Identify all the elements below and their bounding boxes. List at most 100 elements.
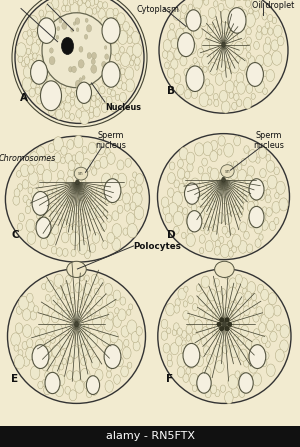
Circle shape bbox=[50, 101, 55, 107]
Circle shape bbox=[39, 329, 46, 339]
Circle shape bbox=[242, 42, 247, 49]
Circle shape bbox=[16, 306, 22, 314]
Circle shape bbox=[110, 42, 119, 55]
Circle shape bbox=[262, 207, 267, 214]
Circle shape bbox=[51, 312, 59, 323]
Text: alamy - RN5FTX: alamy - RN5FTX bbox=[106, 431, 194, 441]
Circle shape bbox=[182, 232, 186, 239]
Circle shape bbox=[73, 224, 79, 232]
Circle shape bbox=[266, 207, 272, 216]
Circle shape bbox=[74, 94, 84, 109]
Circle shape bbox=[130, 60, 134, 66]
Circle shape bbox=[227, 340, 232, 346]
Circle shape bbox=[204, 227, 209, 234]
Circle shape bbox=[183, 207, 188, 215]
Circle shape bbox=[268, 293, 277, 305]
Circle shape bbox=[65, 275, 71, 284]
Circle shape bbox=[66, 177, 74, 187]
Circle shape bbox=[248, 215, 256, 228]
Circle shape bbox=[242, 10, 247, 18]
Circle shape bbox=[100, 156, 108, 168]
Circle shape bbox=[112, 173, 118, 181]
Circle shape bbox=[163, 343, 170, 353]
Circle shape bbox=[245, 66, 252, 77]
Circle shape bbox=[200, 248, 204, 254]
Circle shape bbox=[212, 20, 218, 28]
Circle shape bbox=[51, 36, 54, 40]
Circle shape bbox=[207, 303, 212, 311]
Circle shape bbox=[65, 86, 71, 94]
Circle shape bbox=[237, 186, 243, 194]
Circle shape bbox=[264, 352, 269, 359]
Circle shape bbox=[16, 171, 21, 177]
Circle shape bbox=[79, 290, 85, 299]
Circle shape bbox=[181, 4, 187, 13]
Circle shape bbox=[191, 204, 197, 211]
Circle shape bbox=[277, 36, 284, 46]
Circle shape bbox=[82, 0, 87, 3]
Circle shape bbox=[87, 93, 92, 101]
Circle shape bbox=[85, 275, 89, 282]
Circle shape bbox=[61, 146, 67, 155]
Circle shape bbox=[83, 202, 92, 214]
Circle shape bbox=[187, 80, 195, 93]
Circle shape bbox=[11, 333, 20, 346]
Circle shape bbox=[246, 37, 251, 45]
Circle shape bbox=[39, 10, 44, 17]
Circle shape bbox=[238, 211, 243, 217]
Circle shape bbox=[127, 27, 133, 36]
Ellipse shape bbox=[74, 167, 88, 180]
Circle shape bbox=[95, 205, 104, 217]
Circle shape bbox=[270, 331, 277, 342]
Circle shape bbox=[101, 223, 106, 231]
Circle shape bbox=[87, 53, 92, 59]
Circle shape bbox=[188, 316, 195, 325]
Circle shape bbox=[171, 59, 178, 69]
Circle shape bbox=[257, 284, 264, 293]
Circle shape bbox=[193, 26, 203, 39]
Circle shape bbox=[233, 9, 238, 16]
Circle shape bbox=[201, 173, 209, 185]
Circle shape bbox=[272, 17, 277, 24]
Circle shape bbox=[28, 187, 33, 194]
Circle shape bbox=[119, 93, 127, 102]
Circle shape bbox=[104, 179, 121, 202]
Circle shape bbox=[42, 305, 49, 315]
Circle shape bbox=[251, 93, 255, 99]
Circle shape bbox=[116, 64, 121, 71]
Circle shape bbox=[74, 332, 84, 346]
Circle shape bbox=[78, 191, 85, 201]
Circle shape bbox=[114, 375, 120, 384]
Ellipse shape bbox=[221, 164, 234, 177]
Circle shape bbox=[91, 386, 98, 395]
Circle shape bbox=[81, 159, 91, 173]
Circle shape bbox=[272, 51, 282, 65]
Circle shape bbox=[252, 301, 257, 308]
Circle shape bbox=[274, 217, 279, 224]
Circle shape bbox=[218, 149, 222, 155]
Circle shape bbox=[211, 231, 218, 241]
Circle shape bbox=[211, 140, 218, 150]
Circle shape bbox=[23, 325, 32, 337]
Circle shape bbox=[248, 194, 254, 202]
Circle shape bbox=[219, 171, 226, 181]
Circle shape bbox=[84, 324, 89, 330]
Circle shape bbox=[91, 274, 98, 284]
Circle shape bbox=[190, 178, 200, 192]
Circle shape bbox=[98, 1, 103, 8]
Circle shape bbox=[101, 194, 106, 202]
Circle shape bbox=[194, 143, 204, 156]
Circle shape bbox=[116, 357, 123, 367]
Circle shape bbox=[24, 57, 30, 64]
Circle shape bbox=[268, 14, 273, 22]
Circle shape bbox=[80, 111, 89, 125]
Circle shape bbox=[252, 373, 262, 386]
Circle shape bbox=[101, 103, 108, 113]
Circle shape bbox=[233, 161, 238, 167]
Circle shape bbox=[226, 162, 232, 170]
Circle shape bbox=[134, 57, 140, 65]
Circle shape bbox=[28, 165, 34, 174]
Circle shape bbox=[207, 354, 214, 364]
Circle shape bbox=[51, 89, 59, 101]
Circle shape bbox=[266, 341, 270, 348]
